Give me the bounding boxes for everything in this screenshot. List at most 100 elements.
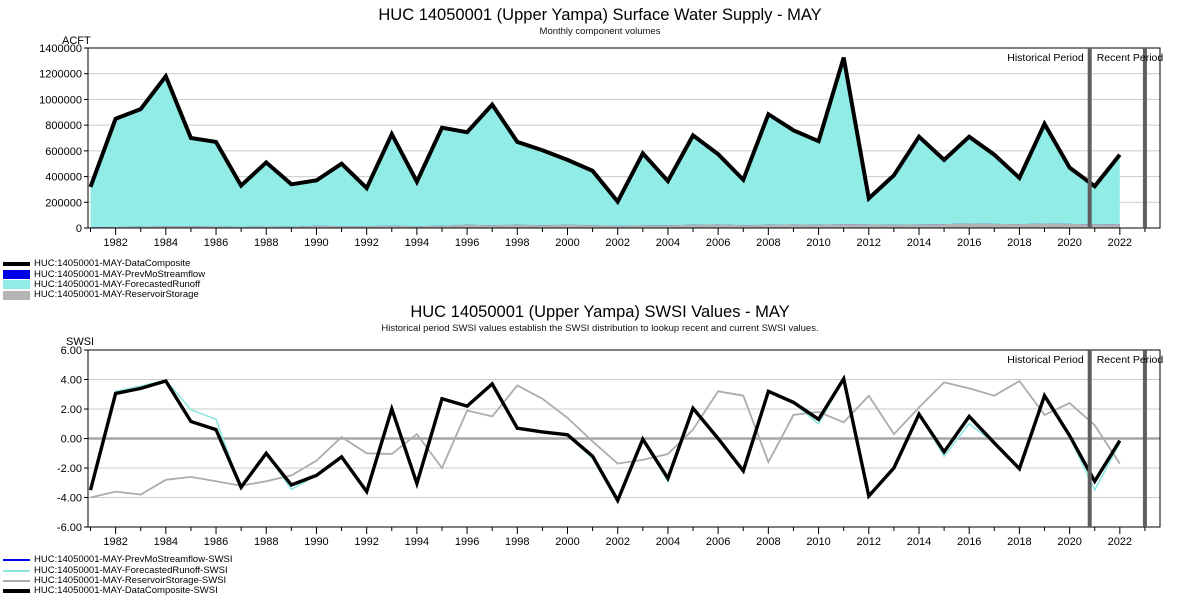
x-tick-label: 1988 [254, 237, 278, 249]
swsi-chart-legend: HUC:14050001-MAY-PrevMoStreamflow-SWSI H… [3, 555, 233, 597]
x-tick-label: 1996 [455, 536, 479, 548]
legend-swatch-reservoir-storage [3, 290, 30, 300]
series-HUC:14050001-MAY-ForecastedRunoff [90, 57, 1120, 228]
swsi-chart-title: HUC 14050001 (Upper Yampa) SWSI Values -… [410, 303, 790, 321]
supply-plot: Historical Period Recent Period 0 200000 400… [39, 43, 1163, 249]
x-tick-label: 1988 [254, 536, 278, 548]
x-tick-label: 2012 [857, 237, 881, 249]
x-tick-label: 2000 [555, 237, 579, 249]
y-tick-label: -4.00 [57, 493, 82, 505]
y-tick-label: 2.00 [61, 404, 82, 416]
series-HUC:14050001-MAY-ReservoirStorage-SWSI [90, 379, 1121, 499]
historical-period-label: Historical Period [1007, 52, 1084, 64]
x-tick-label: 2002 [605, 237, 629, 249]
legend-label: HUC:14050001-MAY-ReservoirStorage-SWSI [34, 574, 227, 586]
x-tick-label: 2008 [756, 237, 780, 249]
x-tick-label: 1984 [154, 237, 178, 249]
x-tick-label: 1998 [505, 536, 529, 548]
x-tick-label: 1986 [204, 536, 228, 548]
legend-label: HUC:14050001-MAY-ForecastedRunoff [34, 278, 201, 290]
y-tick-label: 800000 [45, 120, 82, 132]
x-tick-label: 1998 [505, 237, 529, 249]
legend-item: HUC:14050001-MAY-PrevMoStreamflow-SWSI [3, 555, 233, 565]
swsi-chart-subtitle: Historical period SWSI values establish … [381, 323, 819, 334]
y-tick-label: 400000 [45, 172, 82, 184]
y-tick-label: 1000000 [39, 94, 82, 106]
x-tick-label: 2004 [656, 237, 680, 249]
y-tick-label: 200000 [45, 197, 82, 209]
legend-swatch-data-composite [3, 262, 30, 267]
x-tick-label: 1990 [304, 536, 328, 548]
legend-label: HUC:14050001-MAY-ForecastedRunoff-SWSI [34, 564, 228, 576]
legend-label: HUC:14050001-MAY-PrevMoStreamflow [34, 268, 206, 280]
legend-label: HUC:14050001-MAY-PrevMoStreamflow-SWSI [34, 554, 233, 566]
x-tick-label: 1990 [304, 237, 328, 249]
swsi-chart-unit-label: SWSI [66, 336, 95, 348]
legend-swatch-data-composite-swsi [3, 589, 30, 594]
supply-chart-subtitle: Monthly component volumes [539, 26, 661, 37]
x-tick-label: 2004 [656, 536, 680, 548]
legend-label: HUC:14050001-MAY-ReservoirStorage [34, 289, 199, 301]
legend-item: HUC:14050001-MAY-ReservoirStorage [3, 290, 205, 300]
x-tick-label: 2002 [605, 536, 629, 548]
x-tick-label: 1986 [204, 237, 228, 249]
x-tick-label: 2016 [957, 237, 981, 249]
series-HUC:14050001-MAY-DataComposite [88, 57, 1122, 206]
supply-chart-title: HUC 14050001 (Upper Yampa) Surface Water… [378, 6, 822, 24]
swsi-plot: Historical Period Recent Period -6.00 -4.00… [57, 345, 1163, 548]
x-tick-label: 2018 [1007, 237, 1031, 249]
x-tick-label: 2012 [857, 536, 881, 548]
x-tick-label: 2022 [1108, 536, 1132, 548]
plot-border [87, 47, 1161, 229]
x-tick-label: 2020 [1057, 536, 1081, 548]
y-tick-label: -6.00 [57, 522, 82, 534]
x-tick-label: 2022 [1108, 237, 1132, 249]
legend-item: HUC:14050001-MAY-PrevMoStreamflow [3, 268, 206, 280]
x-tick-label: 1996 [455, 237, 479, 249]
legend-swatch-prev-mo-streamflow-swsi [3, 559, 30, 562]
legend-label: HUC:14050001-MAY-DataComposite-SWSI [34, 585, 218, 597]
y-tick-label: 6.00 [61, 345, 82, 357]
x-tick-label: 2006 [706, 237, 730, 249]
y-tick-label: 0.00 [61, 434, 82, 446]
legend-item: HUC:14050001-MAY-DataComposite [3, 259, 205, 269]
x-tick-label: 2010 [806, 536, 830, 548]
x-tick-label: 2014 [907, 237, 931, 249]
x-tick-label: 1984 [154, 536, 178, 548]
historical-period-label: Historical Period [1007, 354, 1084, 366]
y-tick-label: 0 [76, 223, 82, 235]
x-tick-label: 1992 [354, 237, 378, 249]
y-tick-label: 4.00 [61, 375, 82, 387]
y-tick-label: 600000 [45, 146, 82, 158]
x-tick-label: 2000 [555, 536, 579, 548]
x-tick-label: 2018 [1007, 536, 1031, 548]
x-tick-label: 1992 [354, 536, 378, 548]
legend-swatch-reservoir-storage-swsi [3, 579, 30, 582]
legend-swatch-forecasted-runoff [3, 280, 30, 290]
legend-swatch-prev-mo-streamflow [3, 270, 30, 280]
x-tick-label: 1982 [103, 536, 127, 548]
recent-period-label: Recent Period [1097, 52, 1164, 64]
supply-chart-unit-label: ACFT [62, 35, 91, 47]
recent-period-label: Recent Period [1097, 354, 1164, 366]
legend-item: HUC:14050001-MAY-DataComposite-SWSI [3, 586, 233, 596]
legend-item: HUC:14050001-MAY-ReservoirStorage-SWSI [3, 574, 233, 586]
x-tick-label: 2008 [756, 536, 780, 548]
series-HUC:14050001-MAY-ReservoirStorage [90, 223, 1120, 228]
y-tick-label: -2.00 [57, 463, 82, 475]
x-tick-label: 1994 [405, 536, 429, 548]
legend-item: HUC:14050001-MAY-ForecastedRunoff [3, 278, 205, 290]
series-HUC:14050001-MAY-DataComposite-SWSI [88, 374, 1122, 505]
y-tick-label: 1400000 [39, 43, 82, 55]
legend-swatch-forecasted-runoff-swsi [3, 569, 30, 572]
x-tick-label: 2010 [806, 237, 830, 249]
legend-item: HUC:14050001-MAY-ForecastedRunoff-SWSI [3, 565, 233, 575]
legend-label: HUC:14050001-MAY-DataComposite [34, 258, 191, 270]
x-tick-label: 1982 [103, 237, 127, 249]
x-tick-label: 2020 [1057, 237, 1081, 249]
x-tick-label: 1994 [405, 237, 429, 249]
supply-chart-legend: HUC:14050001-MAY-DataComposite HUC:14050… [3, 259, 205, 301]
x-tick-label: 2016 [957, 536, 981, 548]
